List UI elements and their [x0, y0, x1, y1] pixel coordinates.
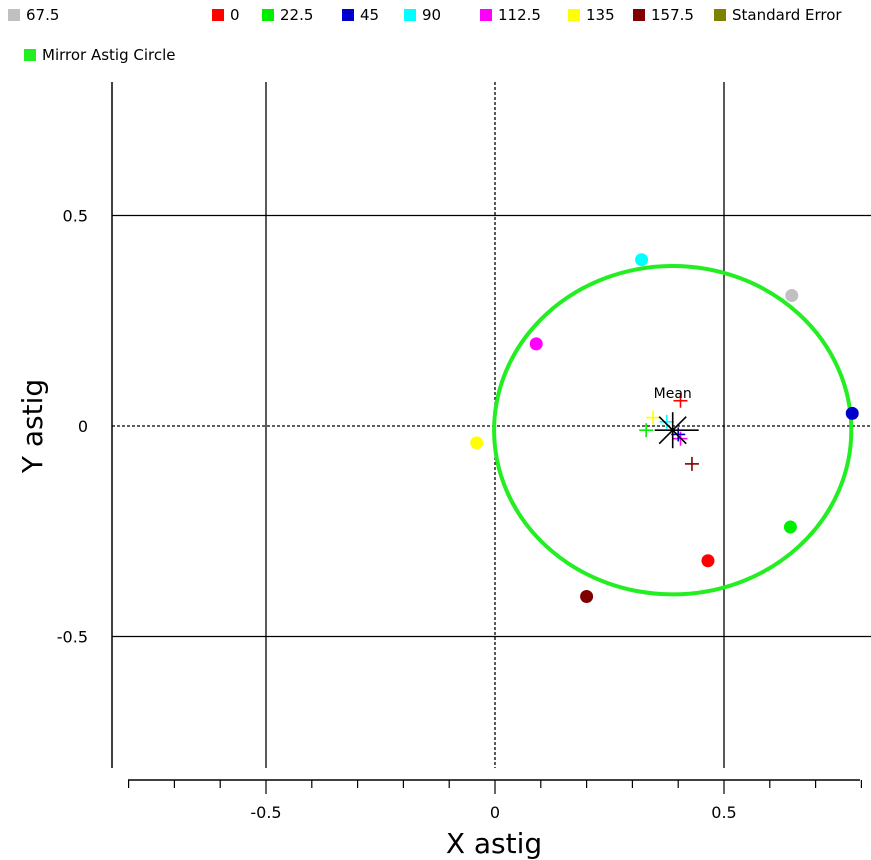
cross-marker [659, 414, 674, 429]
cross-marker [684, 456, 699, 471]
legend-label: 0 [230, 6, 240, 24]
legend-label: 135 [586, 6, 615, 24]
legend-swatch [262, 9, 274, 21]
x-tick-label: -0.5 [250, 803, 281, 822]
data-point [470, 436, 484, 450]
y-tick-label: 0 [78, 417, 88, 436]
legend-item: 0 [212, 6, 240, 24]
mirror-astig-circle [492, 264, 854, 597]
legend-label: 45 [360, 6, 380, 24]
data-point [635, 253, 649, 267]
mean-marker-stroke [658, 416, 687, 445]
legend-swatch [212, 9, 224, 21]
data-point [783, 520, 797, 534]
y-tick-label: -0.5 [57, 628, 88, 647]
axes [111, 82, 863, 794]
legend-item: 135 [568, 6, 615, 24]
legend-swatch [342, 9, 354, 21]
legend-swatch [404, 9, 416, 21]
cross-marker [646, 410, 661, 425]
points-layer [470, 253, 859, 604]
data-point [529, 337, 543, 351]
legend-item: Standard Error [714, 6, 842, 24]
legend-label: Mirror Astig Circle [42, 46, 176, 64]
x-tick-label: 0.5 [711, 803, 736, 822]
data-point [580, 590, 594, 604]
legend-label: 90 [422, 6, 442, 24]
legend-item: 157.5 [633, 6, 694, 24]
legend-item: 67.5 [8, 6, 59, 24]
x-tick-label: 0 [490, 803, 500, 822]
legend-item: 112.5 [480, 6, 541, 24]
legend-label: 157.5 [651, 6, 694, 24]
y-axis-title: Y astig [16, 379, 49, 474]
cross-marker [639, 423, 654, 438]
cross-marker [673, 393, 688, 408]
legend-item: 90 [404, 6, 441, 24]
legend-label: Standard Error [732, 6, 842, 24]
data-point [845, 406, 859, 420]
legend-swatch [714, 9, 726, 21]
legend-swatch [24, 49, 36, 61]
grid-lines [112, 82, 871, 768]
y-tick-label: 0.5 [63, 207, 88, 226]
legend-label: 112.5 [498, 6, 541, 24]
legend-swatch [480, 9, 492, 21]
legend-item: 22.5 [262, 6, 313, 24]
legend-swatch [633, 9, 645, 21]
legend: 67.5 0 22.5 45 90 112.5 135 157.5 Standard Error… [0, 0, 871, 70]
legend-swatch [568, 9, 580, 21]
data-point [785, 288, 799, 302]
mean-marker [654, 412, 699, 449]
labels-layer: -0.5 0 0.5 0.5 0 -0.5 X astig Y astig Mean [16, 207, 737, 860]
legend-swatch [8, 9, 20, 21]
legend-label: 67.5 [26, 6, 60, 24]
mirror-astig-circle-layer [492, 264, 854, 597]
legend-label: 22.5 [280, 6, 314, 24]
x-axis-title: X astig [446, 827, 542, 860]
mean-label: Mean [654, 386, 692, 402]
data-point [701, 554, 715, 568]
legend-item: Mirror Astig Circle [24, 46, 176, 64]
legend-item: 45 [342, 6, 379, 24]
